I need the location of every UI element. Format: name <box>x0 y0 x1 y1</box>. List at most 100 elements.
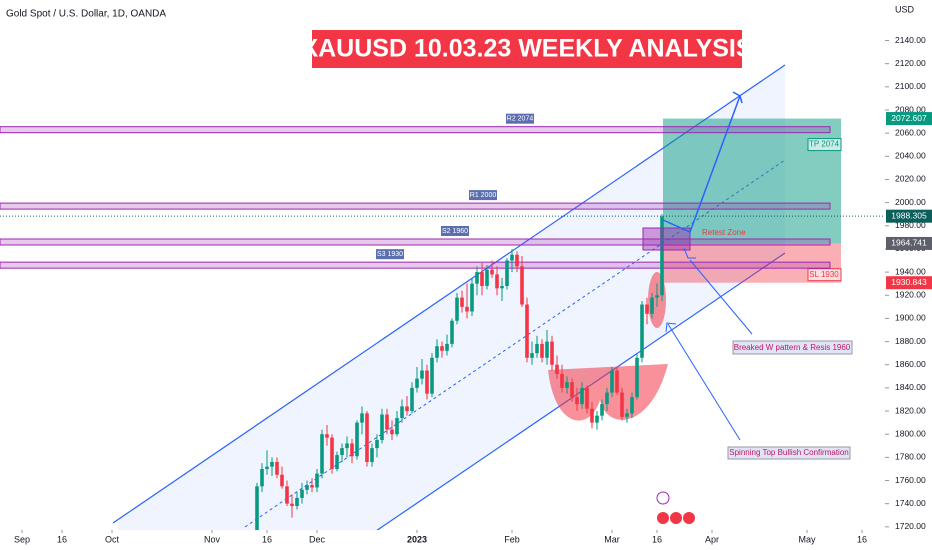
candle-body <box>360 413 364 423</box>
candle-body <box>605 392 609 405</box>
candle-body <box>620 392 624 417</box>
y-tick-label: 1900.00 <box>895 313 926 323</box>
candle-body <box>615 370 619 393</box>
y-tick-label: 1800.00 <box>895 428 926 438</box>
price-tag-label: 2072.607 <box>891 113 927 123</box>
event-icon <box>656 491 670 505</box>
candle-body <box>600 404 604 416</box>
y-tick-label: 1780.00 <box>895 452 926 462</box>
zone-label-box <box>469 190 497 201</box>
candle-body <box>365 413 369 462</box>
candle-body <box>440 346 444 351</box>
candle-body <box>320 434 324 474</box>
candle-body <box>550 341 554 365</box>
y-tick-label: 2040.00 <box>895 151 926 161</box>
y-tick-label: 2060.00 <box>895 127 926 137</box>
sr-zone <box>0 261 831 269</box>
y-tick-label: 2120.00 <box>895 58 926 68</box>
candle-body <box>375 440 379 449</box>
candle-body <box>595 415 599 423</box>
y-tick-label: 2140.00 <box>895 35 926 45</box>
candle-body <box>515 254 519 267</box>
x-tick-label: Oct <box>105 534 120 544</box>
x-tick-label: 16 <box>262 534 272 544</box>
event-icon <box>670 512 682 524</box>
candle-body <box>430 357 434 394</box>
sl-label: SL 1930 <box>809 270 839 279</box>
candle-body <box>470 283 474 312</box>
price-tag <box>886 209 932 223</box>
channel-fill <box>113 65 785 550</box>
candle-body <box>315 473 319 488</box>
sl-box <box>807 268 842 282</box>
candle-body <box>505 260 509 286</box>
candle-body <box>540 343 544 358</box>
candle-body <box>335 455 339 469</box>
zone-label: R1 2000 <box>470 192 497 199</box>
event-icon <box>683 512 695 524</box>
title-banner <box>312 30 742 68</box>
candle-body <box>640 304 644 358</box>
candle-body <box>350 443 354 457</box>
y-tick-label: 2100.00 <box>895 81 926 91</box>
candle-body <box>555 364 559 374</box>
candle-body <box>325 434 329 438</box>
x-tick-label: Feb <box>504 534 520 544</box>
candle-body <box>580 387 584 405</box>
retest-label: Retest Zone <box>702 228 746 237</box>
zones: TP 2074 SL 1930 R2 2074 R1 2000 S2 1960 S3 19… <box>0 113 885 283</box>
annotation-box <box>727 446 851 460</box>
candle-body <box>270 462 274 467</box>
candle-body <box>415 378 419 388</box>
candle-body <box>300 489 304 498</box>
candle-body <box>510 254 514 261</box>
candle-body <box>500 286 504 289</box>
candle-body <box>535 343 539 354</box>
candle-body <box>455 297 459 321</box>
candle-body <box>630 397 634 414</box>
x-tick-label: Mar <box>604 534 620 544</box>
candle-body <box>385 414 389 430</box>
y-tick-label: 1940.00 <box>895 266 926 276</box>
candles <box>255 214 664 545</box>
price-axis <box>885 0 932 550</box>
candle-body <box>265 466 269 469</box>
candle-body <box>565 382 569 388</box>
candle-body <box>585 387 589 409</box>
candle-body <box>295 497 299 506</box>
x-tick-label: Nov <box>204 534 221 544</box>
candle-body <box>635 357 639 398</box>
price-tag-label: 1930.843 <box>891 277 927 287</box>
candle-body <box>530 353 534 358</box>
y-tick-label: 1980.00 <box>895 220 926 230</box>
x-tick-label: 16 <box>57 534 67 544</box>
candle-body <box>625 413 629 417</box>
x-tick-label: 2023 <box>407 534 427 544</box>
price-tag-label: 1964.741 <box>891 238 927 248</box>
candle-body <box>575 397 579 405</box>
event-icons <box>656 491 695 524</box>
x-tick-label: 16 <box>857 534 867 544</box>
candle-body <box>310 485 314 488</box>
candle-body <box>520 266 524 305</box>
zone-label-box <box>506 113 534 124</box>
candle-body <box>405 406 409 412</box>
target-arrowhead <box>732 91 743 104</box>
candle-body <box>355 422 359 457</box>
y-tick-label: 1920.00 <box>895 290 926 300</box>
y-tick-label: 2080.00 <box>895 104 926 114</box>
symbol-header: Gold Spot / U.S. Dollar, 1D, OANDA <box>6 9 166 20</box>
x-tick-label: Sep <box>14 534 30 544</box>
x-tick-label: 16 <box>652 534 662 544</box>
candle-body <box>435 346 439 358</box>
y-tick-label: 2020.00 <box>895 174 926 184</box>
target-arrow <box>662 95 741 234</box>
pointer-head <box>683 247 696 259</box>
candle-body <box>450 320 454 344</box>
candle-body <box>285 486 289 504</box>
y-tick-label: 1860.00 <box>895 359 926 369</box>
candle-body <box>255 486 259 541</box>
candle-body <box>445 343 449 351</box>
candle-body <box>280 474 284 487</box>
arrows <box>662 91 753 441</box>
